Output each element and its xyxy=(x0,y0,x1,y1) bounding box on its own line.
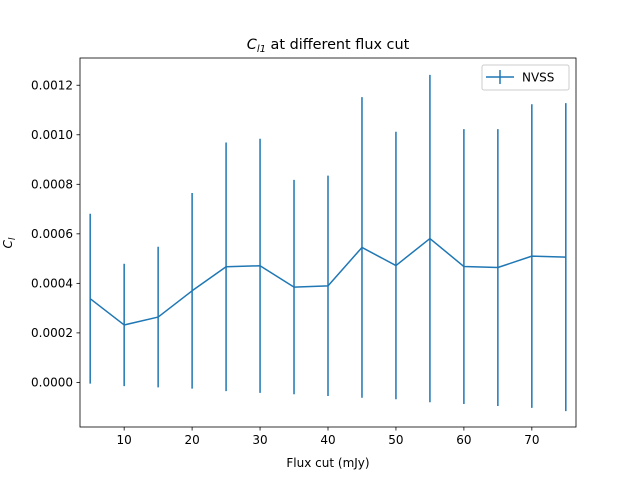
y-tick-label: 0.0008 xyxy=(31,178,73,192)
y-axis-label: Cl xyxy=(1,237,18,248)
x-tick-label: 50 xyxy=(388,433,403,447)
chart-title: Cl1 at different flux cut xyxy=(247,37,410,55)
y-tick-label: 0.0002 xyxy=(31,326,73,340)
y-tick-label: 0.0012 xyxy=(31,79,73,93)
legend-box xyxy=(481,64,570,91)
x-tick-label: 40 xyxy=(320,433,335,447)
legend: NVSS xyxy=(481,64,570,91)
y-axis-ticks: 0.0000 0.0002 0.0004 0.0006 0.0008 0.0010 0.00… xyxy=(31,79,80,390)
x-tick-label: 70 xyxy=(524,433,539,447)
x-tick-label: 60 xyxy=(456,433,471,447)
y-tick-label: 0.0000 xyxy=(31,376,73,390)
x-axis-label: Flux cut (mJy) xyxy=(286,456,369,470)
y-tick-label: 0.0010 xyxy=(31,128,73,142)
y-tick-label: 0.0004 xyxy=(31,277,73,291)
x-tick-label: 20 xyxy=(184,433,199,447)
legend-label-nvss: NVSS xyxy=(522,71,554,85)
x-tick-label: 30 xyxy=(252,433,267,447)
series-line-nvss xyxy=(89,237,566,326)
x-tick-label: 10 xyxy=(117,433,132,447)
x-axis-ticks: 10 20 30 40 50 60 70 xyxy=(117,427,539,447)
y-tick-label: 0.0006 xyxy=(31,227,73,241)
